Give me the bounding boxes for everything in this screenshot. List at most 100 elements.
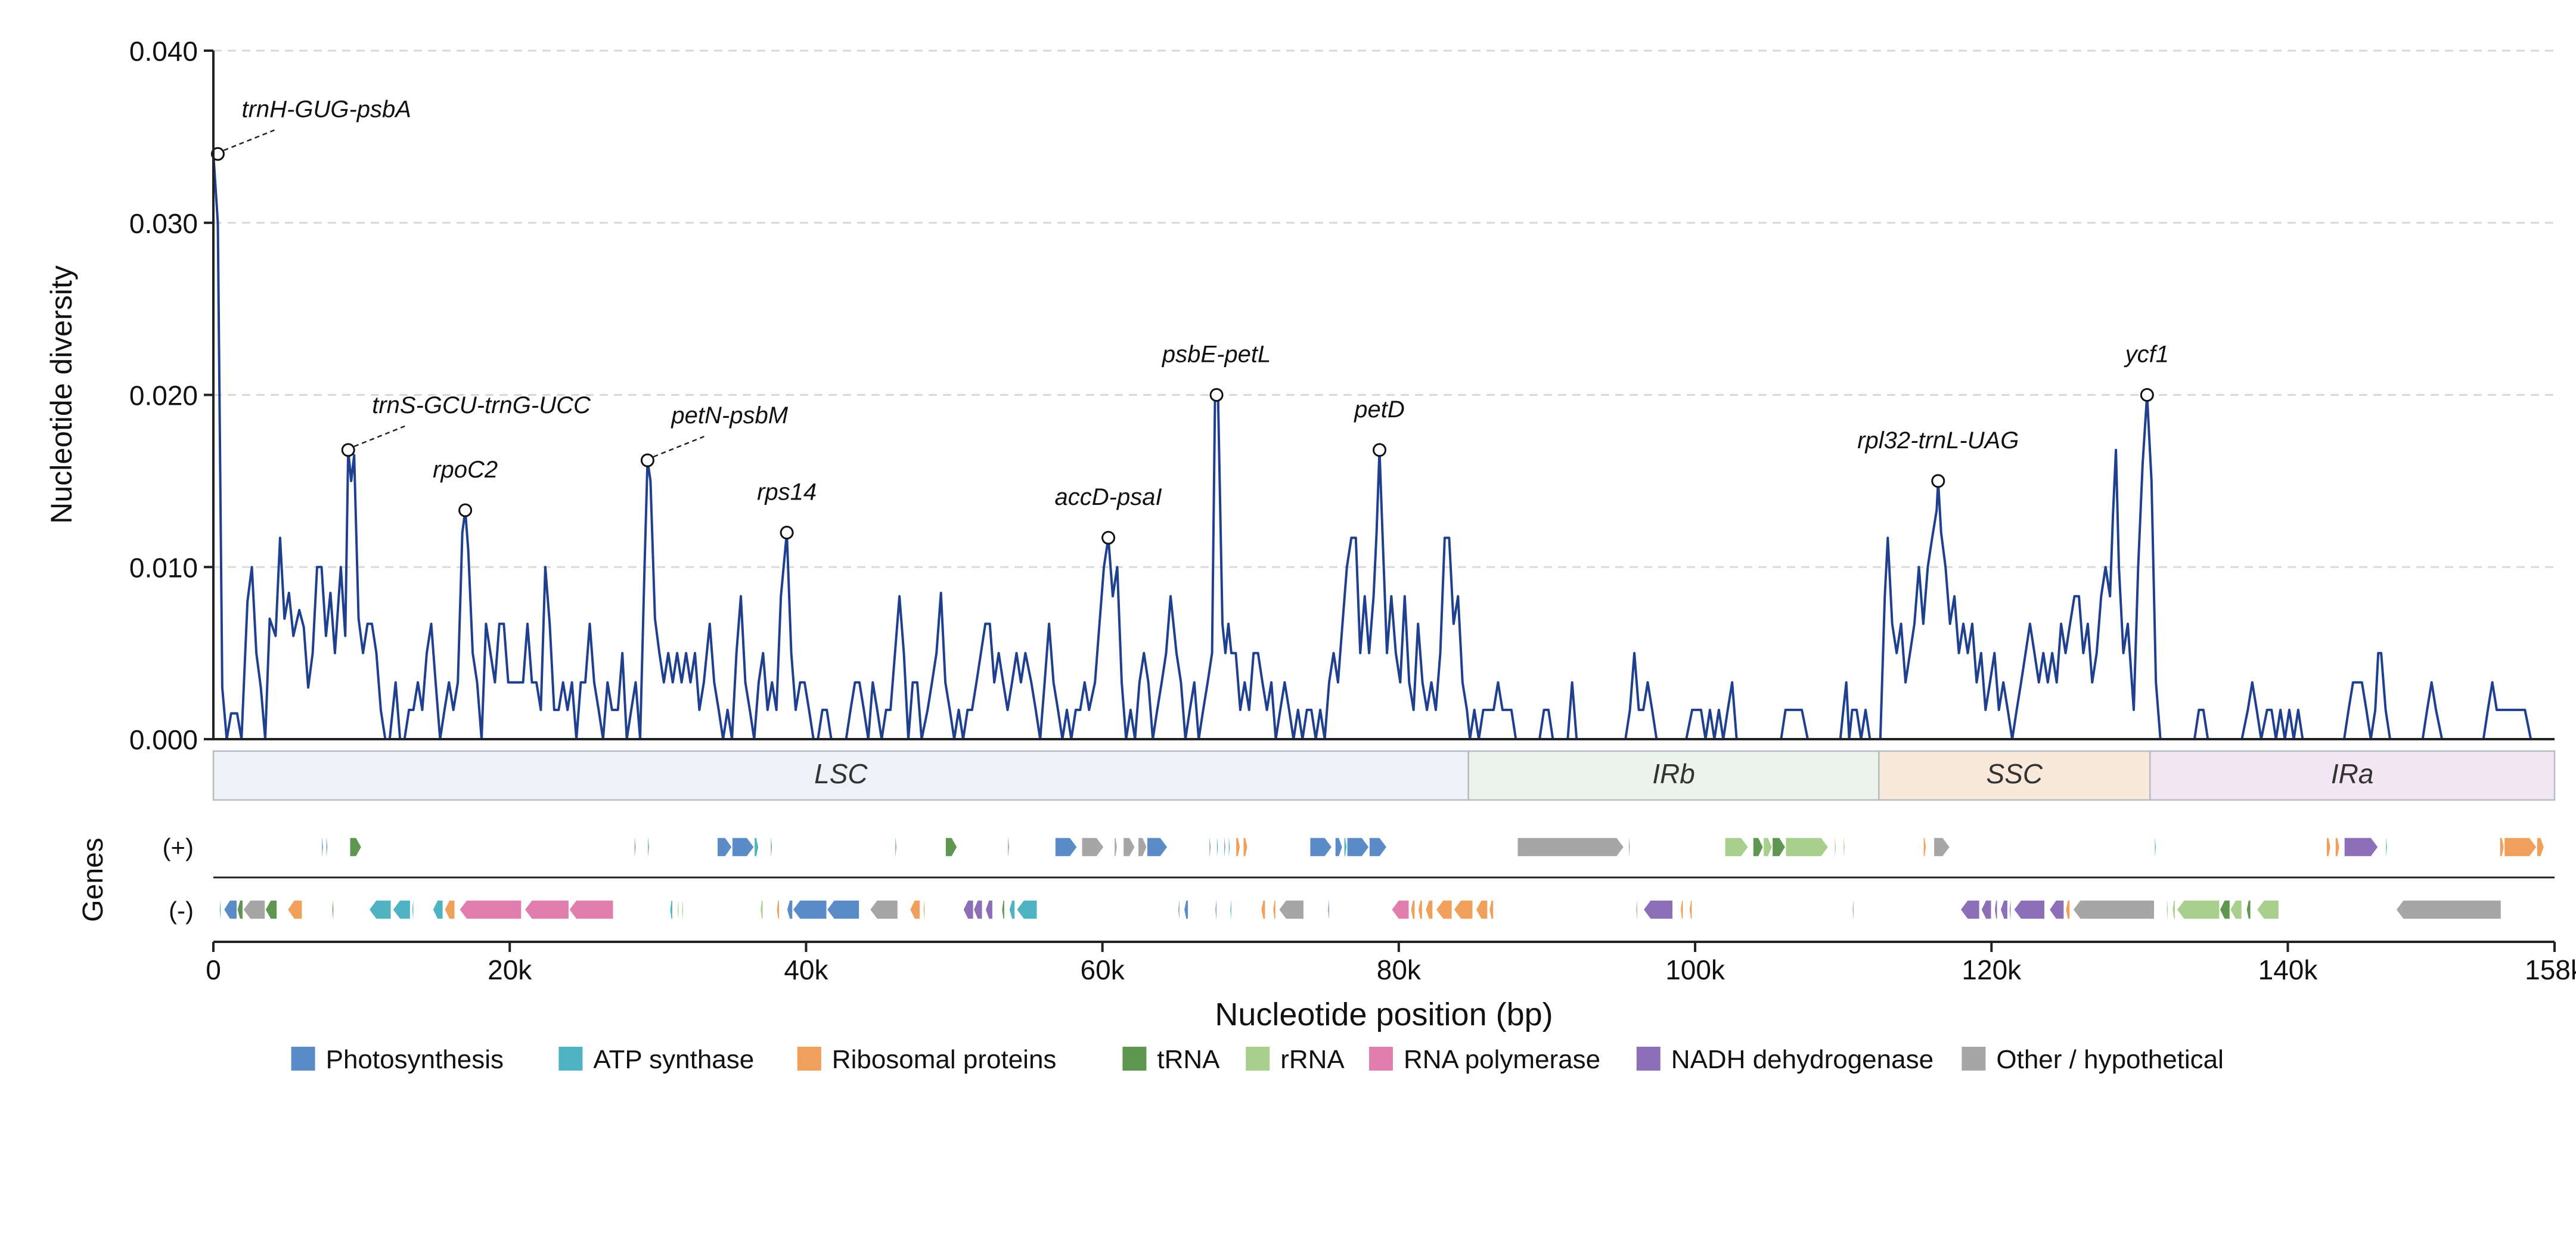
legend-label: RNA polymerase bbox=[1404, 1045, 1600, 1074]
gene-plus-strand bbox=[1762, 837, 1773, 857]
gene-minus-strand bbox=[568, 900, 614, 920]
x-tick-label: 40k bbox=[784, 954, 828, 985]
gene-minus-strand bbox=[2065, 900, 2071, 920]
gene-plus-strand bbox=[325, 837, 328, 857]
peak-marker bbox=[1101, 531, 1116, 545]
gene-plus-strand bbox=[894, 837, 898, 857]
genes-label: Genes bbox=[77, 838, 109, 922]
gene-minus-strand bbox=[223, 900, 238, 920]
legend-swatch bbox=[1962, 1047, 1986, 1071]
gene-minus-strand bbox=[681, 900, 684, 920]
gene-plus-strand bbox=[1933, 837, 1951, 857]
gene-plus-strand bbox=[1208, 837, 1212, 857]
gene-minus-strand bbox=[826, 900, 860, 920]
peak-label: petD bbox=[1354, 396, 1405, 423]
gene-minus-strand bbox=[524, 900, 570, 920]
gridlines bbox=[213, 49, 2555, 568]
gene-minus-strand bbox=[1001, 900, 1005, 920]
gene-plus-strand bbox=[349, 837, 362, 857]
legend-swatch bbox=[1122, 1047, 1147, 1071]
gene-track bbox=[219, 837, 2545, 920]
gene-plus-strand bbox=[1784, 837, 1829, 857]
gene-minus-strand bbox=[1391, 900, 1410, 920]
gene-minus-strand bbox=[786, 900, 793, 920]
gene-plus-strand bbox=[1923, 837, 1927, 857]
gene-minus-strand bbox=[869, 900, 899, 920]
peak-label: accD-psaI bbox=[1055, 484, 1162, 510]
x-tick-label: 0 bbox=[206, 954, 221, 985]
gene-minus-strand bbox=[236, 900, 244, 920]
x-axis-ticks: 0 20k 40k 60k 80k 100k 120k 140k 158k bbox=[206, 942, 2576, 985]
gene-minus-strand bbox=[1229, 900, 1233, 920]
gene-plus-strand bbox=[1771, 837, 1786, 857]
gene-minus-strand bbox=[1635, 900, 1638, 920]
gene-plus-strand bbox=[1368, 837, 1388, 857]
strand-minus-label: (-) bbox=[169, 897, 194, 925]
gene-minus-strand bbox=[1488, 900, 1494, 920]
gene-plus-strand bbox=[753, 837, 759, 857]
gene-plus-strand bbox=[945, 837, 958, 857]
gene-minus-strand bbox=[1475, 900, 1488, 920]
peak-marker bbox=[1931, 474, 1945, 488]
peak-marker bbox=[780, 526, 794, 539]
gene-minus-strand bbox=[963, 900, 974, 920]
gene-plus-strand bbox=[2335, 837, 2341, 857]
gene-minus-strand bbox=[2229, 900, 2243, 920]
peak-label: petN-psbM bbox=[671, 402, 788, 429]
legend-label: Ribosomal proteins bbox=[832, 1045, 1057, 1074]
gene-plus-strand bbox=[647, 837, 650, 857]
gene-minus-strand bbox=[669, 900, 674, 920]
axes bbox=[212, 51, 2555, 943]
gene-plus-strand bbox=[1346, 837, 1370, 857]
gene-minus-strand bbox=[2256, 900, 2280, 920]
x-tick-label: 20k bbox=[488, 954, 532, 985]
gene-plus-strand bbox=[1834, 837, 1837, 857]
legend-label: tRNA bbox=[1157, 1045, 1220, 1074]
gene-minus-strand bbox=[392, 900, 411, 920]
gene-minus-strand bbox=[2246, 900, 2252, 920]
legend-swatch bbox=[797, 1047, 821, 1071]
region-block bbox=[212, 750, 1469, 801]
gene-minus-strand bbox=[1278, 900, 1305, 920]
y-tick-label: 0.030 bbox=[129, 208, 198, 239]
gene-minus-strand bbox=[2000, 900, 2009, 920]
legend: Photosynthesis ATP synthase Ribosomal prot… bbox=[291, 1045, 2224, 1074]
legend-swatch bbox=[1369, 1047, 1393, 1071]
peak-label: trnS-GCU-trnG-UCC bbox=[372, 392, 591, 418]
gene-minus-strand bbox=[1424, 900, 1433, 920]
gene-plus-strand bbox=[770, 837, 773, 857]
gene-plus-strand bbox=[1343, 837, 1348, 857]
gene-plus-strand bbox=[2344, 837, 2379, 857]
gene-plus-strand bbox=[2385, 837, 2388, 857]
peak-leader-line bbox=[223, 129, 275, 151]
legend-label: Other / hypothetical bbox=[1996, 1045, 2224, 1074]
region-track: LSC IRb SSC IRa bbox=[212, 750, 2556, 801]
x-tick-label: 158k bbox=[2525, 954, 2576, 985]
gene-minus-strand bbox=[265, 900, 278, 920]
gene-minus-strand bbox=[1016, 900, 1038, 920]
gene-plus-strand bbox=[1054, 837, 1078, 857]
gene-plus-strand bbox=[1122, 837, 1136, 857]
gene-minus-strand bbox=[1272, 900, 1277, 920]
x-axis-label: Nucleotide position (bp) bbox=[1215, 997, 1553, 1032]
gene-plus-strand bbox=[1842, 837, 1846, 857]
gene-plus-strand bbox=[1235, 837, 1241, 857]
diversity-series bbox=[212, 154, 2555, 740]
legend-swatch bbox=[558, 1047, 583, 1071]
gene-minus-strand bbox=[443, 900, 455, 920]
region-label: LSC bbox=[814, 758, 868, 789]
gene-minus-strand bbox=[2013, 900, 2046, 920]
gene-minus-strand bbox=[411, 900, 414, 920]
diversity-line bbox=[212, 154, 2555, 740]
legend-label: Photosynthesis bbox=[326, 1045, 504, 1074]
peak-label: rps14 bbox=[757, 479, 817, 505]
gene-minus-strand bbox=[1410, 900, 1416, 920]
legend-swatch bbox=[1246, 1047, 1270, 1071]
peak-leader-line bbox=[353, 425, 405, 448]
peak-marker bbox=[1373, 443, 1387, 457]
gene-plus-strand bbox=[1752, 837, 1764, 857]
gene-plus-strand bbox=[1113, 837, 1118, 857]
gene-minus-strand bbox=[792, 900, 827, 920]
gene-plus-strand bbox=[1243, 837, 1249, 857]
gene-minus-strand bbox=[2171, 900, 2176, 920]
